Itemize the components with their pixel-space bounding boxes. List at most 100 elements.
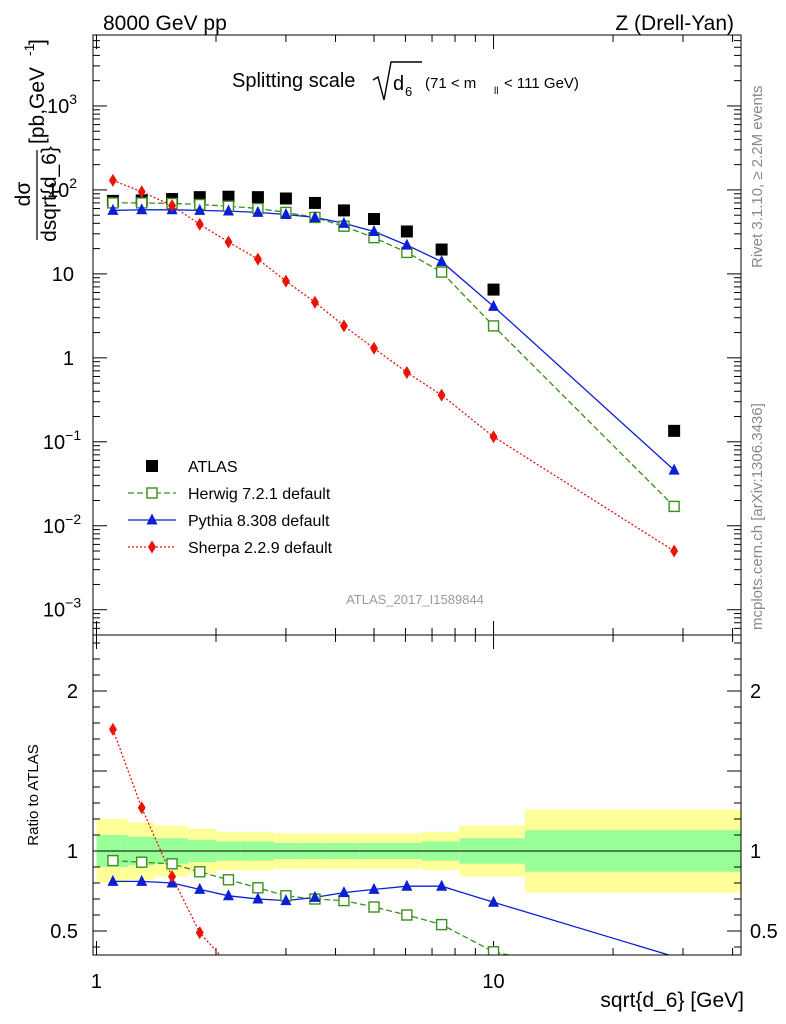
x-tick-label: 1: [91, 971, 102, 993]
pythia-point: [309, 210, 321, 222]
pythia-point: [136, 203, 148, 215]
ratio-y-tick-label-right: 1: [750, 841, 761, 863]
ratio-pythia-line: [112, 880, 672, 955]
svg-text:]: ]: [26, 39, 49, 45]
plot-title-cut-open: (71 < m: [425, 75, 476, 92]
ratio-herwig-point: [107, 854, 119, 867]
pythia-point: [368, 224, 380, 236]
plot-title-sub: 6: [405, 84, 412, 99]
svg-text:[pb,GeV: [pb,GeV: [26, 67, 49, 144]
legend-label-pythia: Pythia 8.308 default: [188, 513, 330, 530]
ratio-y-tick-label: 2: [67, 681, 78, 703]
plot-title: Splitting scale d 6 (71 < m ll < 111 GeV…: [232, 61, 579, 101]
ratio-sherpa-point: [108, 722, 117, 736]
legend-label-atlas: ATLAS: [188, 459, 238, 476]
sherpa-point: [137, 185, 146, 199]
ratio-pythia-point: [488, 895, 500, 907]
sherpa-point: [224, 235, 233, 249]
legend-marker-herwig: [146, 487, 158, 499]
ratio-pythia-point: [401, 879, 413, 891]
ratio-sherpa-point: [137, 801, 146, 815]
pythia-point: [194, 203, 206, 215]
ratio-pythia-point: [194, 882, 206, 894]
svg-text:dsqrt{d_6}: dsqrt{d_6}: [38, 146, 61, 242]
pythia-point: [401, 238, 413, 250]
ylabel-den: dsqrt{d_6}: [38, 146, 61, 242]
svg-text:Splitting scale: Splitting scale: [232, 70, 355, 92]
ratio-y-tick-label: 0.5: [50, 921, 78, 943]
ratio-panel: 2 2 1 1 0.5 0.5 1 10: [50, 634, 778, 993]
sherpa-point: [108, 173, 117, 187]
legend-marker-pythia: [146, 513, 158, 525]
mcplots-label: mcplots.cern.ch [arXiv:1306.3436]: [749, 403, 766, 630]
watermark: ATLAS_2017_I1589844: [346, 592, 484, 607]
sherpa-point: [370, 341, 379, 355]
ratio-herwig-point: [435, 918, 448, 931]
main-series-layer: [106, 173, 681, 558]
ylabel-num: dσ: [12, 182, 35, 207]
pythia-point: [436, 255, 448, 267]
plot-title-prefix: Splitting scale: [232, 70, 355, 92]
sherpa-point: [402, 365, 411, 379]
plot-title-var: d: [393, 73, 404, 95]
legend-label-sherpa: Sherpa 2.2.9 default: [188, 540, 333, 557]
atlas-point: [400, 225, 413, 238]
atlas-point: [222, 190, 235, 203]
atlas-point: [368, 213, 381, 226]
ratio-sherpa-point: [195, 926, 204, 940]
ratio-pythia-point: [280, 894, 292, 906]
y-tick-label: 102: [47, 175, 77, 202]
svg-text:6: 6: [405, 84, 412, 99]
ratio-herwig-point: [368, 901, 380, 913]
ylabel-close: ]: [26, 39, 49, 45]
ratio-frame: [92, 634, 742, 956]
svg-text:(71 < m: (71 < m: [425, 75, 476, 92]
ratio-pythia-point: [338, 886, 350, 898]
herwig-point: [668, 500, 680, 513]
ratio-sherpa-point: [168, 870, 177, 884]
ratio-herwig-point: [487, 946, 500, 955]
ratio-herwig-point: [166, 858, 178, 870]
legend-marker-sherpa: [148, 540, 156, 554]
sherpa-point: [281, 274, 290, 288]
sherpa-point: [310, 295, 319, 309]
main-y-axis-title: dσ dsqrt{d_6} [pb,GeV -1 ]: [12, 39, 61, 242]
ratio-pythia-point: [222, 889, 234, 901]
x-tick-label: 10: [482, 971, 504, 993]
y-tick-label: 10: [52, 264, 74, 286]
atlas-point: [308, 196, 321, 209]
ratio-herwig-point: [194, 866, 206, 878]
legend-marker-atlas: [146, 460, 158, 472]
ratio-pythia-point: [309, 890, 321, 902]
svg-text:-1: -1: [21, 43, 37, 56]
atlas-point: [337, 204, 350, 217]
ratio-herwig-point: [401, 909, 413, 921]
header-right: Z (Drell-Yan): [615, 12, 734, 35]
y-tick-label: 10−1: [43, 427, 81, 454]
plot-title-cut-sub: ll: [494, 86, 498, 97]
svg-text:< 111 GeV): < 111 GeV): [504, 75, 579, 92]
atlas-point: [435, 243, 448, 256]
ratio-y-tick-label-right: 2: [750, 681, 761, 703]
pythia-point: [252, 205, 264, 217]
x-axis-title: sqrt{d_6} [GeV]: [600, 989, 744, 1012]
pythia-point: [338, 216, 350, 228]
atlas-point: [279, 192, 292, 205]
y-tick-label: 10−2: [43, 511, 81, 538]
ratio-pythia-point: [136, 874, 148, 886]
rivet-label: Rivet 3.1.10, ≥ 2.2M events: [749, 86, 766, 269]
ratio-y-tick-label-right: 0.5: [750, 921, 778, 943]
sqrt-sign-icon: [372, 61, 422, 101]
sherpa-point: [253, 252, 262, 266]
header-left: 8000 GeV pp: [103, 12, 227, 35]
ratio-y-axis-title: Ratio to ATLAS: [25, 744, 42, 845]
ratio-pythia-point: [252, 892, 264, 904]
svg-text:dσ: dσ: [12, 182, 35, 207]
atlas-point: [668, 424, 681, 437]
ratio-uncertainty-bands: [93, 809, 741, 893]
ylabel-unit: [pb,GeV: [26, 67, 49, 144]
pythia-point: [107, 203, 119, 215]
svg-text:ll: ll: [494, 86, 498, 97]
